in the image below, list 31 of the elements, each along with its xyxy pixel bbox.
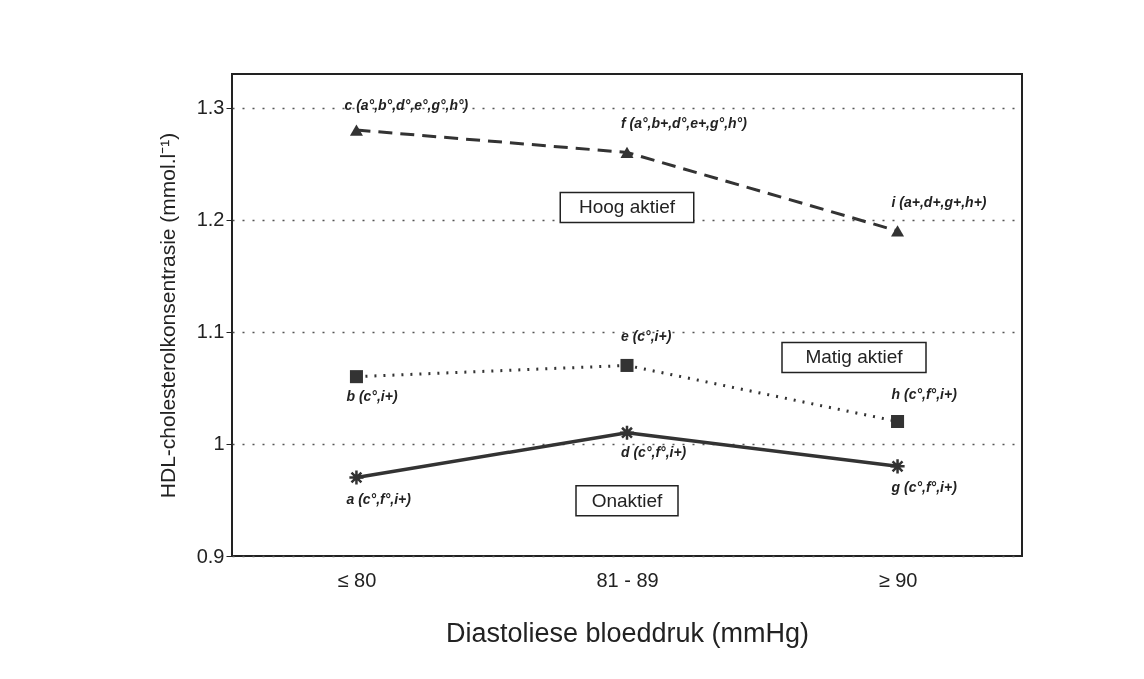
point [348, 469, 365, 486]
y-tick-label: 1.1 [196, 320, 225, 343]
annotation: e (c°,i+) [621, 328, 672, 345]
annotation: g (c°,f°,i+) [890, 479, 958, 496]
series-label: Hoog aktief [578, 196, 676, 218]
y-tick-label: 1.2 [196, 208, 225, 231]
y-tick-label: 1 [213, 432, 225, 455]
annotation: i (a+,d+,g+,h+) [891, 193, 987, 210]
x-tick-label: 81 - 89 [596, 568, 659, 591]
annotation: b (c°,i+) [346, 387, 398, 404]
y-tick-label: 0.9 [196, 544, 225, 567]
x-axis-title: Diastoliese bloeddruk (mmHg) [445, 617, 810, 648]
y-tick-label: 1.3 [196, 96, 225, 119]
point [620, 358, 634, 372]
y-axis-title: HDL-cholesterolkonsentrasie (mmol.l⁻¹) [155, 132, 179, 499]
annotation: a (c°,f°,i+) [346, 490, 412, 507]
series-label: Matig aktief [805, 346, 904, 368]
text: Onaktief [591, 489, 664, 511]
point [891, 225, 905, 237]
annotation: f (a°,b+,d°,e+,g°,h°) [621, 115, 748, 132]
annotation: d (c°,f°,i+) [621, 443, 687, 460]
point [349, 124, 363, 136]
point [620, 146, 634, 159]
annotation: c (a°,b°,d°,e°,g°,h°) [344, 97, 469, 114]
point [891, 414, 905, 429]
point [618, 424, 636, 442]
point [349, 370, 363, 384]
annotation: h (c°,f°,i+) [891, 386, 958, 403]
x-tick-label: ≥ 90 [878, 568, 918, 591]
x-tick-label: ≤ 80 [337, 568, 377, 591]
point [889, 458, 906, 475]
